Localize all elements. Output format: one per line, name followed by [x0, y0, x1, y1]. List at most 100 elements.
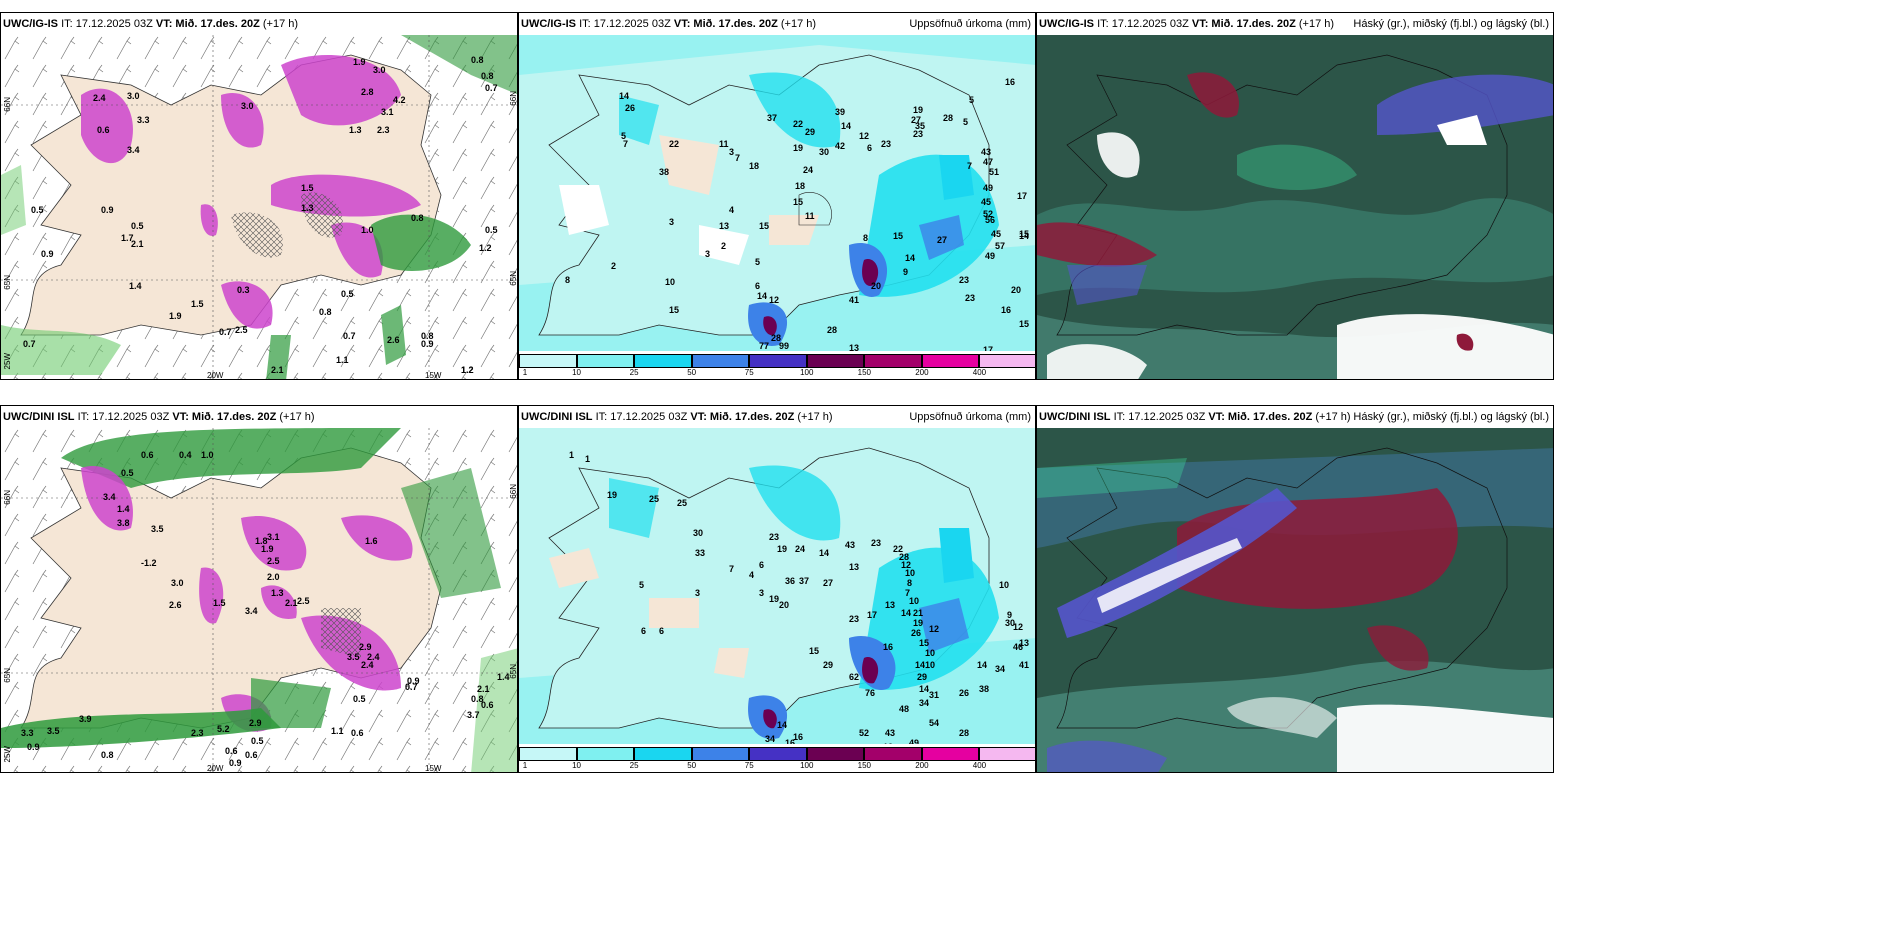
value-label: 23	[965, 293, 976, 303]
colorbar-tick-label: 1	[522, 368, 528, 377]
value-label: 10	[905, 568, 916, 578]
value-label: 7	[729, 564, 735, 574]
map-area: 14 26 5 7 22 38 11 3 7 18 4 3 5 6 10 2 13 15 8 2 3 14 12 15 28 99…	[519, 35, 1035, 379]
value-label: 2.0	[267, 572, 280, 582]
value-label: 1.2	[461, 365, 474, 375]
value-label: 41	[849, 295, 860, 305]
value-label: 3.0	[373, 65, 386, 75]
init-time: IT: 17.12.2025 03Z	[1113, 411, 1206, 423]
model-name: UWC/DINI ISL	[521, 411, 593, 423]
value-label: 14	[915, 660, 926, 670]
init-time: IT: 17.12.2025 03Z	[77, 411, 170, 423]
value-label: 0.8	[481, 71, 494, 81]
value-label: 9	[903, 267, 909, 277]
colorbar-tick-label: 100	[800, 368, 814, 377]
value-label: 15	[809, 646, 820, 656]
panel-title: UWC/DINI ISL IT: 17.12.2025 03Z VT: Mið.…	[519, 406, 1035, 428]
value-label: 0.8	[471, 694, 484, 704]
value-label: 6	[759, 560, 765, 570]
value-label: 16	[785, 738, 796, 748]
value-label: 13	[849, 343, 860, 353]
value-label: 10	[665, 277, 676, 287]
colorbar-tick-label: 150	[857, 761, 872, 770]
value-label: 0.8	[319, 307, 332, 317]
value-label: 3.8	[117, 518, 130, 528]
value-label: 2.5	[297, 596, 310, 606]
value-label: 15	[919, 638, 930, 648]
value-label: 45	[981, 197, 992, 207]
value-label: 2.6	[169, 600, 182, 610]
value-label: 19	[793, 143, 804, 153]
init-time: IT: 17.12.2025 03Z	[579, 18, 671, 30]
map-panel-igis-accum-precip: UWC/IG-IS IT: 17.12.2025 03Z VT: Mið. 17…	[518, 12, 1036, 380]
field-name: Uppsöfnuð úrkoma (mm)	[909, 18, 1031, 30]
value-label: 12	[929, 624, 940, 634]
value-label: 3.9	[79, 714, 92, 724]
value-label: 29	[917, 672, 928, 682]
value-label: 24	[803, 165, 814, 175]
value-label: 8	[863, 233, 869, 243]
value-label: 3.5	[151, 524, 164, 534]
map-area: 66N 65N 25W 20W 15W 66N 65N 2.4 3.0 3.3 0.6…	[1, 35, 517, 379]
value-label: 8	[565, 275, 571, 285]
colorbar-swatch	[806, 354, 865, 368]
colorbar-tick-label: 50	[687, 368, 697, 377]
lat-label-65n: 65N	[3, 668, 12, 683]
colorbar-swatch	[691, 354, 750, 368]
value-label: 6	[659, 626, 665, 636]
value-label: 5	[755, 257, 761, 267]
colorbar-tick-label: 100	[800, 761, 814, 770]
value-label: 1.0	[361, 225, 374, 235]
value-label: 0.6	[97, 125, 110, 135]
value-label: 10	[909, 596, 920, 606]
value-label: 19	[769, 594, 780, 604]
value-label: 7	[735, 153, 741, 163]
value-label: 1.8	[255, 536, 268, 546]
value-label: 17	[1017, 191, 1028, 201]
value-label: 22	[669, 139, 680, 149]
value-label: 33	[695, 548, 706, 558]
value-label: 1.6	[365, 536, 378, 546]
value-label: 25	[649, 494, 660, 504]
value-label: 57	[995, 241, 1006, 251]
colorbar-tick-label: 200	[915, 761, 929, 770]
colorbar-swatch	[519, 747, 577, 761]
value-label: 0.6	[481, 700, 494, 710]
colorbar-swatch	[576, 354, 635, 368]
colorbar-tick-label: 50	[687, 761, 697, 770]
colorbar-swatch	[749, 354, 807, 368]
panel-title: UWC/DINI ISL IT: 17.12.2025 03Z VT: Mið.…	[1, 406, 517, 428]
value-label: 0.5	[121, 468, 134, 478]
value-label: 15	[893, 231, 904, 241]
value-label: 0.7	[219, 327, 232, 337]
colorbar-tick-label: 75	[744, 761, 754, 770]
field-name: Uppsöfnuð úrkoma (mm)	[909, 411, 1031, 423]
panel-title: UWC/IG-IS IT: 17.12.2025 03Z VT: Mið. 17…	[519, 13, 1035, 35]
value-label: 15	[1019, 319, 1030, 329]
value-label: 10	[999, 580, 1010, 590]
map-area	[1037, 428, 1553, 772]
value-label: 0.5	[485, 225, 498, 235]
value-label: 45	[991, 229, 1002, 239]
value-label: 23	[769, 532, 780, 542]
value-label: 14	[757, 291, 768, 301]
value-label: 38	[979, 684, 990, 694]
value-label: 29	[805, 127, 816, 137]
value-label: 3.0	[241, 101, 254, 111]
valid-label: VT:	[1191, 18, 1209, 30]
value-label: 1.3	[301, 203, 314, 213]
value-label: 17	[983, 345, 994, 355]
value-label: 6	[867, 143, 873, 153]
map-area: 1 1 19 25 25 30 33 6 7 4 3 3 5 6 6 23 19 24 14 36 37 27 20 19 43…	[519, 428, 1035, 772]
colorbar-swatch	[634, 354, 692, 368]
value-label: 11	[719, 139, 729, 149]
valid-time: Mið. 17.des. 20Z	[175, 18, 260, 30]
value-label: 0.9	[229, 758, 242, 768]
valid-time: Mið. 17.des. 20Z	[1211, 18, 1296, 30]
value-label: 0.7	[405, 682, 418, 692]
value-label: 23	[881, 139, 892, 149]
forecast-offset: (+17 h)	[262, 18, 299, 30]
map-area	[1037, 35, 1553, 379]
colorbar-swatch	[921, 747, 980, 761]
colorbar-tick-label: 25	[629, 761, 639, 770]
